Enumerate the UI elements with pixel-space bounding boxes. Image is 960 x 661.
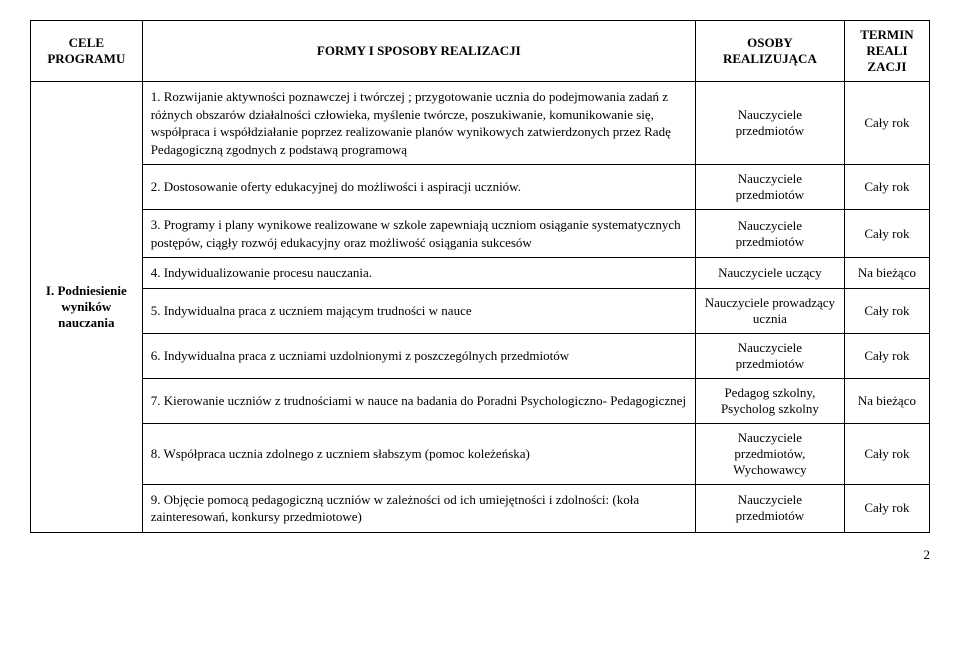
- termin-cell: Cały rok: [844, 333, 929, 378]
- table-row: 8. Współpraca ucznia zdolnego z uczniem …: [31, 423, 930, 484]
- formy-cell: 7. Kierowanie uczniów z trudnościami w n…: [142, 378, 695, 423]
- termin-cell: Na bieżąco: [844, 258, 929, 289]
- table-row: 7. Kierowanie uczniów z trudnościami w n…: [31, 378, 930, 423]
- header-cele: CELE PROGRAMU: [31, 21, 143, 82]
- program-table: CELE PROGRAMU FORMY I SPOSOBY REALIZACJI…: [30, 20, 930, 533]
- section-title-cell: I. Podniesienie wyników nauczania: [31, 82, 143, 533]
- osoby-cell: Pedagog szkolny, Psycholog szkolny: [695, 378, 844, 423]
- termin-cell: Na bieżąco: [844, 378, 929, 423]
- table-row: 2. Dostosowanie oferty edukacyjnej do mo…: [31, 165, 930, 210]
- table-row: I. Podniesienie wyników nauczania 1. Roz…: [31, 82, 930, 165]
- table-row: 4. Indywidualizowanie procesu nauczania.…: [31, 258, 930, 289]
- termin-cell: Cały rok: [844, 165, 929, 210]
- header-osoby: OSOBY REALIZUJĄCA: [695, 21, 844, 82]
- osoby-cell: Nauczyciele przedmiotów: [695, 210, 844, 258]
- table-row: 3. Programy i plany wynikowe realizowane…: [31, 210, 930, 258]
- table-row: 6. Indywidualna praca z uczniami uzdolni…: [31, 333, 930, 378]
- table-row: 9. Objęcie pomocą pedagogiczną uczniów w…: [31, 484, 930, 532]
- termin-cell: Cały rok: [844, 210, 929, 258]
- osoby-cell: Nauczyciele przedmiotów: [695, 82, 844, 165]
- formy-cell: 4. Indywidualizowanie procesu nauczania.: [142, 258, 695, 289]
- osoby-cell: Nauczyciele prowadzący ucznia: [695, 288, 844, 333]
- osoby-cell: Nauczyciele przedmiotów: [695, 333, 844, 378]
- formy-cell: 2. Dostosowanie oferty edukacyjnej do mo…: [142, 165, 695, 210]
- header-formy: FORMY I SPOSOBY REALIZACJI: [142, 21, 695, 82]
- osoby-cell: Nauczyciele przedmiotów: [695, 165, 844, 210]
- header-row: CELE PROGRAMU FORMY I SPOSOBY REALIZACJI…: [31, 21, 930, 82]
- header-termin: TERMIN REALI ZACJI: [844, 21, 929, 82]
- formy-cell: 1. Rozwijanie aktywności poznawczej i tw…: [142, 82, 695, 165]
- formy-cell: 3. Programy i plany wynikowe realizowane…: [142, 210, 695, 258]
- termin-cell: Cały rok: [844, 82, 929, 165]
- termin-cell: Cały rok: [844, 484, 929, 532]
- page-number: 2: [30, 533, 930, 563]
- formy-cell: 8. Współpraca ucznia zdolnego z uczniem …: [142, 423, 695, 484]
- osoby-cell: Nauczyciele przedmiotów: [695, 484, 844, 532]
- termin-cell: Cały rok: [844, 288, 929, 333]
- formy-cell: 9. Objęcie pomocą pedagogiczną uczniów w…: [142, 484, 695, 532]
- termin-cell: Cały rok: [844, 423, 929, 484]
- osoby-cell: Nauczyciele przedmiotów, Wychowawcy: [695, 423, 844, 484]
- formy-cell: 5. Indywidualna praca z uczniem mającym …: [142, 288, 695, 333]
- osoby-cell: Nauczyciele uczący: [695, 258, 844, 289]
- formy-cell: 6. Indywidualna praca z uczniami uzdolni…: [142, 333, 695, 378]
- table-row: 5. Indywidualna praca z uczniem mającym …: [31, 288, 930, 333]
